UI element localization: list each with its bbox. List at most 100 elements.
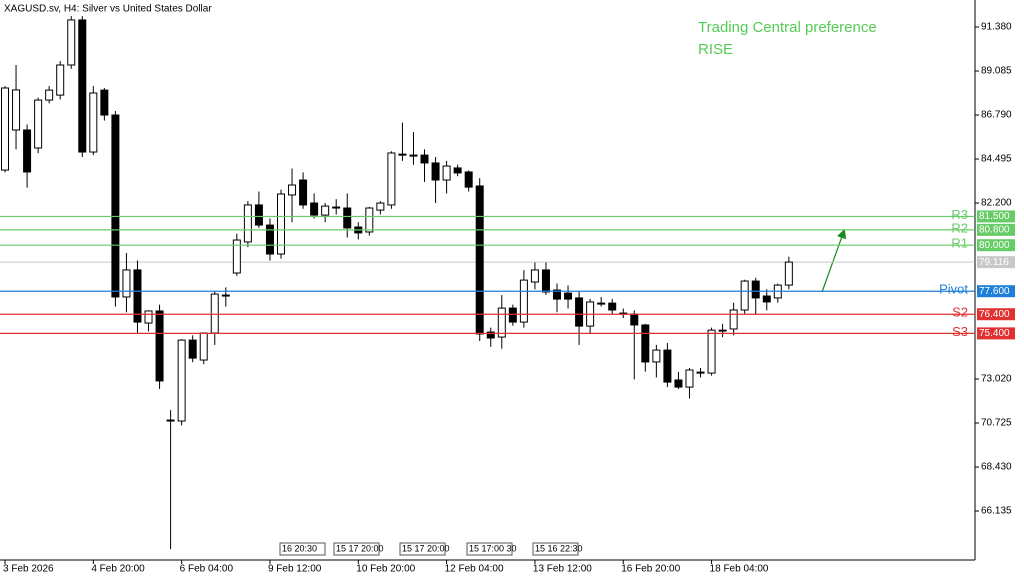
candle-body [144, 310, 153, 324]
candle-body [630, 313, 639, 326]
level-box [977, 285, 1015, 298]
candle-body [310, 202, 319, 216]
y-tick-label: 66.135 [981, 506, 1012, 517]
candle-body [530, 269, 539, 283]
candle-body [541, 269, 550, 293]
current-price-label: 79.116 [979, 257, 1009, 268]
event-box [333, 542, 380, 556]
x-tick-label: 9 Feb 12:00 [268, 564, 322, 575]
y-tick-label: 68.430 [981, 462, 1012, 473]
annotation: RISE [698, 41, 733, 58]
candle-body [288, 184, 297, 196]
y-tick-label: 70.725 [981, 418, 1012, 429]
candle-body [122, 269, 131, 298]
candle-body [685, 369, 694, 388]
y-tick-label: 91.380 [981, 22, 1012, 33]
event-label: 15 17 20:00 [336, 543, 384, 553]
chart-title: XAGUSD.sv, H4: Silver vs United States D… [4, 4, 212, 15]
x-tick-label: 6 Feb 04:00 [180, 564, 234, 575]
y-tick-label: 82.200 [981, 198, 1012, 209]
candle-body [751, 280, 760, 299]
y-tick-label: 84.495 [981, 154, 1012, 165]
candle-body [762, 295, 771, 303]
candle-body [740, 280, 749, 311]
candle-body [133, 269, 142, 323]
candle-body [45, 89, 54, 101]
candle-body [67, 19, 76, 66]
candle-body [299, 179, 308, 206]
candle-body [12, 89, 21, 131]
candle-body [453, 167, 462, 174]
candle-body [641, 324, 650, 363]
candle-body [597, 302, 606, 305]
level-value-label: 80.000 [979, 240, 1010, 251]
candle-body [232, 239, 241, 274]
candle-body [210, 293, 219, 334]
event-label: 15 16 22:30 [535, 543, 583, 553]
candle-body [575, 297, 584, 327]
candle-body [155, 310, 164, 382]
x-tick-label: 13 Feb 12:00 [533, 564, 592, 575]
candle-body [497, 307, 506, 338]
y-tick-label: 73.020 [981, 374, 1012, 385]
candle-body [243, 204, 252, 243]
candle-body [442, 165, 451, 181]
candle-body [475, 185, 484, 335]
event-box [279, 542, 326, 556]
candle-body [343, 207, 352, 229]
event-label: 15 17 20:00 [402, 543, 450, 553]
candle-body [674, 379, 683, 388]
candle-body [89, 92, 98, 153]
level-name: R2 [951, 220, 968, 235]
level-box [977, 223, 1015, 236]
level-value-label: 76.400 [979, 309, 1010, 320]
y-tick-label: 86.790 [981, 110, 1012, 121]
level-name: S3 [952, 324, 968, 339]
candle-body [78, 19, 87, 153]
candle-body [486, 331, 495, 339]
level-value-label: 75.400 [979, 328, 1010, 339]
level-box [977, 327, 1015, 340]
level-name: R3 [951, 207, 968, 222]
event-box [466, 542, 513, 556]
candle-body [564, 292, 573, 300]
level-name: R1 [951, 236, 968, 251]
candle-body [376, 202, 385, 211]
candle-body [177, 339, 186, 422]
level-value-label: 81.500 [979, 211, 1010, 222]
candle-body [277, 193, 285, 255]
candle-body [608, 302, 617, 311]
price-box [977, 256, 1015, 269]
candle-body [221, 294, 230, 297]
candle-body [398, 153, 407, 156]
candle-body [387, 152, 396, 206]
x-tick-label: 16 Feb 20:00 [621, 564, 680, 575]
candle-body [332, 206, 341, 209]
candle-body [365, 207, 374, 233]
x-tick-label: 12 Feb 04:00 [445, 564, 504, 575]
candle-body [784, 261, 793, 286]
level-value-label: 80.800 [979, 225, 1010, 236]
candle-body [718, 329, 727, 332]
level-box [977, 308, 1015, 321]
candle-body [166, 419, 175, 422]
candle-body [111, 114, 120, 298]
candle-body [409, 154, 418, 157]
annotation: Trading Central preference [698, 19, 877, 36]
candle-body [519, 279, 528, 323]
event-label: 16 20:30 [282, 543, 317, 553]
event-box [532, 542, 579, 556]
level-value-label: 77.600 [979, 286, 1010, 297]
arrow [821, 228, 847, 293]
candle-body [663, 349, 672, 383]
candle-body [464, 171, 473, 188]
candle-body [652, 349, 661, 363]
candle-body [199, 332, 208, 361]
event-label: 15 17:00 30 [469, 543, 517, 553]
level-box [977, 239, 1015, 252]
candle-body [188, 339, 197, 359]
x-tick-label: 4 Feb 20:00 [91, 564, 145, 575]
candle-body [23, 129, 32, 173]
